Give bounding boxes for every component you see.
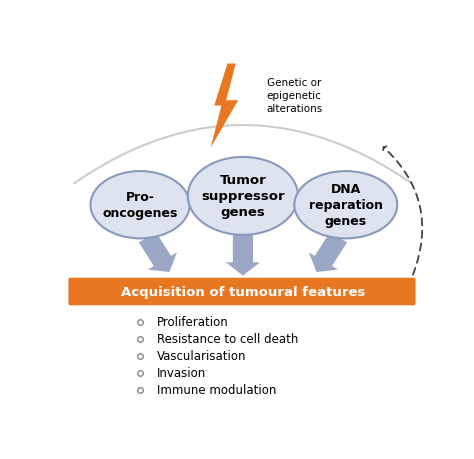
Ellipse shape [91,172,190,239]
Text: Vascularisation: Vascularisation [156,349,246,362]
Polygon shape [309,233,347,273]
Text: Tumor
suppressor
genes: Tumor suppressor genes [201,174,285,219]
Text: Immune modulation: Immune modulation [156,383,276,396]
Ellipse shape [294,172,397,239]
Text: Resistance to cell death: Resistance to cell death [156,332,298,345]
Text: Invasion: Invasion [156,366,206,379]
Text: Acquisition of tumoural features: Acquisition of tumoural features [121,285,365,298]
Polygon shape [226,235,260,276]
Text: Pro-
oncogenes: Pro- oncogenes [102,191,178,220]
Text: DNA
reparation
genes: DNA reparation genes [309,183,383,228]
Text: Genetic or
epigenetic
alterations: Genetic or epigenetic alterations [267,78,323,114]
Text: Proliferation: Proliferation [156,315,228,328]
Ellipse shape [188,157,298,235]
Polygon shape [139,233,177,273]
FancyBboxPatch shape [68,278,416,306]
Polygon shape [210,64,238,148]
